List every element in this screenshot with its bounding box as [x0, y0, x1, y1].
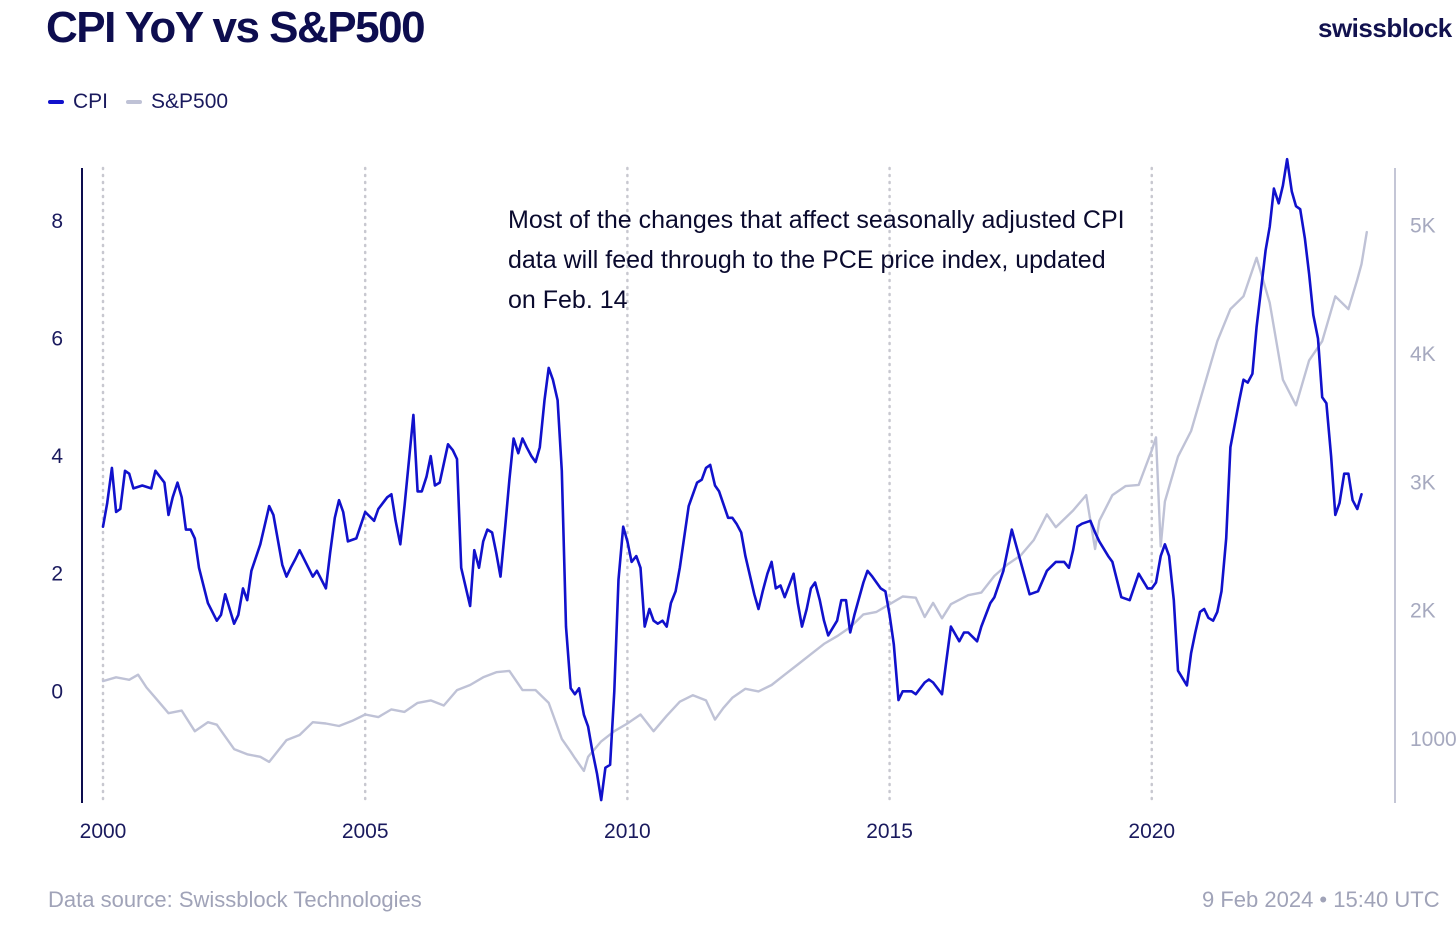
y-left-tick-8: 8	[51, 210, 63, 233]
x-tick-2010: 2010	[604, 820, 651, 843]
legend-label-sp500: S&P500	[151, 90, 229, 113]
x-tick-2015: 2015	[866, 820, 913, 843]
y-left-tick-2: 2	[51, 563, 63, 586]
legend-swatch-cpi	[48, 100, 64, 104]
legend-item-cpi[interactable]: CPI	[48, 90, 108, 114]
chart-annotation-line: data will feed through to the PCE price …	[508, 246, 1106, 274]
y-left-tick-0: 0	[51, 680, 63, 703]
y-right-tick-4K: 4K	[1410, 343, 1436, 366]
series-line-cpi	[101, 157, 1363, 802]
chart-title: CPI YoY vs S&P500	[46, 3, 426, 52]
chart-annotation: Most of the changes that affect seasonal…	[508, 206, 1125, 314]
chart-annotation-line: on Feb. 14	[508, 286, 628, 314]
y-left-tick-6: 6	[51, 328, 63, 351]
y-left-tick-4: 4	[51, 445, 63, 468]
timestamp: 9 Feb 2024 • 15:40 UTC	[1202, 887, 1440, 912]
brand-logo: swissblock	[1318, 13, 1452, 43]
chart-plot-area: 0 2 4 6 8 1000 2K 3K 4K 5K 2000 2005 2010 2015 2020 Mos…	[51, 157, 1456, 843]
chart-annotation-line: Most of the changes that affect seasonal…	[508, 206, 1125, 234]
legend-label-cpi: CPI	[73, 90, 109, 113]
y-right-tick-5K: 5K	[1410, 215, 1436, 238]
y-right-tick-2K: 2K	[1410, 600, 1436, 623]
y-right-tick-1000: 1000	[1410, 728, 1456, 751]
series-line-sp500	[101, 230, 1368, 773]
data-source-note: Data source: Swissblock Technologies	[48, 887, 422, 912]
legend-item-sp500[interactable]: S&P500	[126, 90, 228, 114]
y-right-tick-3K: 3K	[1410, 471, 1436, 494]
x-tick-2005: 2005	[342, 820, 389, 843]
legend-swatch-sp500	[126, 100, 143, 104]
chart-legend: CPI S&P500	[48, 90, 246, 114]
x-tick-2020: 2020	[1128, 820, 1175, 843]
x-tick-2000: 2000	[80, 820, 127, 843]
